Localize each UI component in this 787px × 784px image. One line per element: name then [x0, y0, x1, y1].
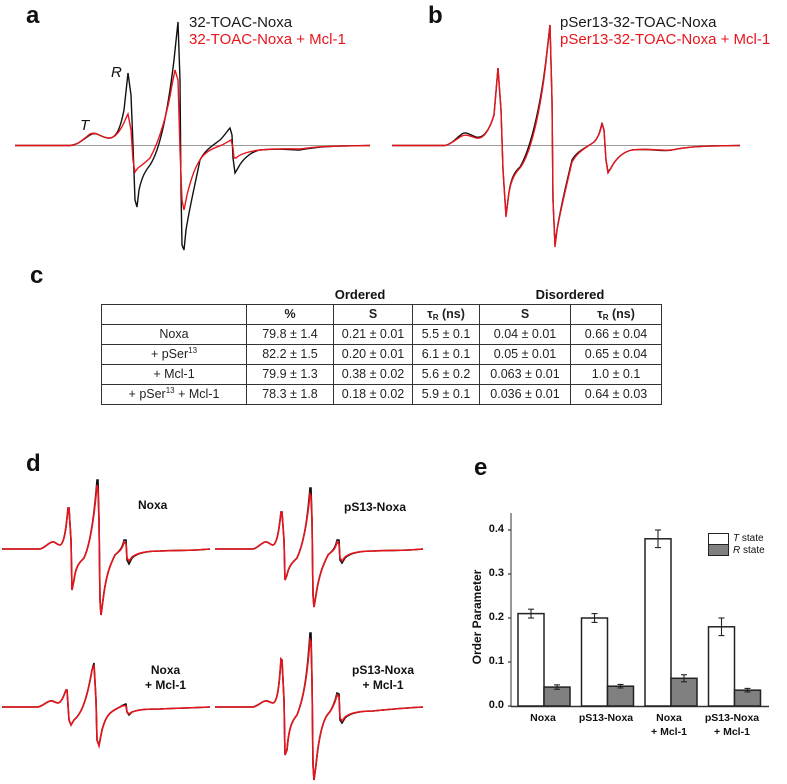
cell-tau-ordered: 5.9 ± 0.1 — [412, 384, 480, 405]
bar-t-state — [644, 538, 672, 707]
panel-b-red-trace — [392, 24, 741, 248]
cell-s-disordered: 0.05 ± 0.01 — [479, 344, 571, 365]
cell-tau-ordered: 5.5 ± 0.1 — [412, 324, 480, 345]
cell-percent: 79.9 ± 1.3 — [246, 364, 334, 385]
cell-tau-disordered: 0.64 ± 0.03 — [570, 384, 662, 405]
panel-b-label: b — [428, 2, 443, 29]
table-row: + Mcl-1 79.9 ± 1.3 0.38 ± 0.02 5.6 ± 0.2… — [101, 364, 662, 385]
cell-tau-ordered: 6.1 ± 0.1 — [412, 344, 480, 365]
panel-e-label: e — [474, 454, 488, 481]
row-name: + Mcl-1 — [101, 364, 247, 385]
table-row: + pSer13 82.2 ± 1.5 0.20 ± 0.01 6.1 ± 0.… — [101, 344, 662, 365]
cell-tau-disordered: 0.66 ± 0.04 — [570, 324, 662, 345]
panel-a-red-trace — [15, 69, 371, 211]
annotation-t: T — [80, 117, 90, 134]
ordered-group-header: Ordered — [334, 287, 386, 302]
panel-d-spectrum-noxa-mcl1 — [2, 662, 211, 750]
cell-tau-disordered: 0.65 ± 0.04 — [570, 344, 662, 365]
cell-tau-ordered: 5.6 ± 0.2 — [412, 364, 480, 385]
bar-t-state — [517, 612, 545, 707]
cell-percent: 78.3 ± 1.8 — [246, 384, 334, 405]
row-name: + pSer13 — [101, 344, 247, 365]
panel-a-spectra — [15, 21, 371, 251]
header-tau-disordered: τR (ns) — [570, 304, 662, 325]
legend-label-t-state: T state — [733, 533, 764, 544]
results-table: % S τR (ns) S τR (ns) Noxa 79.8 ± 1.4 0.… — [101, 304, 662, 405]
y-ticks — [508, 529, 511, 707]
header-empty — [101, 304, 247, 325]
panel-a-legend-black: 32-TOAC-Noxa — [189, 14, 293, 31]
panel-b-spectra — [392, 24, 741, 248]
x-category-ps13-noxa: pS13-Noxa — [578, 712, 634, 724]
panel-e-bar-chart — [508, 513, 769, 708]
cell-s-disordered: 0.04 ± 0.01 — [479, 324, 571, 345]
table-row: Noxa 79.8 ± 1.4 0.21 ± 0.01 5.5 ± 0.1 0.… — [101, 324, 662, 345]
cell-percent: 82.2 ± 1.5 — [246, 344, 334, 365]
header-tau-ordered: τR (ns) — [412, 304, 480, 325]
cell-s-disordered: 0.063 ± 0.01 — [479, 364, 571, 385]
row-name: + pSer13 + Mcl-1 — [101, 384, 247, 405]
cell-s-ordered: 0.20 ± 0.01 — [333, 344, 413, 365]
y-tick-0: 0.0 — [488, 699, 504, 711]
bars — [517, 529, 762, 707]
cell-tau-disordered: 1.0 ± 0.1 — [570, 364, 662, 385]
panel-b-legend-red: pSer13-32-TOAC-Noxa + Mcl-1 — [560, 31, 771, 48]
header-percent: % — [246, 304, 334, 325]
table-header-row: % S τR (ns) S τR (ns) — [101, 304, 662, 325]
spectrum-label-ps13-noxa: pS13-Noxa — [344, 500, 407, 514]
x-category-noxa: Noxa — [530, 712, 556, 724]
spectrum-label-ps13-noxa-mcl1: pS13-Noxa + Mcl-1 — [352, 663, 415, 692]
panel-b-black-trace — [392, 24, 741, 246]
panel-d-spectrum-ps13-noxa-mcl1 — [215, 632, 424, 781]
cell-percent: 79.8 ± 1.4 — [246, 324, 334, 345]
panel-d-label: d — [26, 450, 41, 477]
bar-r-state — [606, 685, 635, 707]
y-tick-3: 0.3 — [488, 567, 504, 579]
y-tick-2: 0.2 — [488, 611, 504, 623]
cell-s-ordered: 0.38 ± 0.02 — [333, 364, 413, 385]
panel-a-black-trace — [15, 21, 371, 251]
panel-c-label: c — [30, 262, 44, 289]
cell-s-ordered: 0.21 ± 0.01 — [333, 324, 413, 345]
bar-r-state — [670, 677, 698, 707]
panel-a-legend-red: 32-TOAC-Noxa + Mcl-1 — [189, 31, 346, 48]
bar-r-state — [543, 686, 571, 707]
bar-r-state — [733, 689, 762, 707]
cell-s-disordered: 0.036 ± 0.01 — [479, 384, 571, 405]
x-category-noxa-mcl1: Noxa + Mcl-1 — [651, 712, 687, 738]
spectrum-label-noxa: Noxa — [138, 498, 168, 512]
table-row: + pSer13 + Mcl-1 78.3 ± 1.8 0.18 ± 0.02 … — [101, 384, 662, 405]
header-s-ordered: S — [333, 304, 413, 325]
y-tick-4: 0.4 — [488, 523, 504, 535]
panel-d-spectrum-ps13-noxa — [215, 487, 424, 608]
legend-label-r-state: R state — [733, 545, 765, 556]
x-category-ps13-noxa-mcl1: pS13-Noxa + Mcl-1 — [704, 712, 760, 738]
row-name: Noxa — [101, 324, 247, 345]
disordered-group-header: Disordered — [535, 287, 605, 302]
spectrum-label-noxa-mcl1: Noxa + Mcl-1 — [145, 663, 187, 692]
panel-d-spectrum-noxa — [2, 479, 211, 616]
annotation-r: R — [111, 64, 122, 81]
legend-swatch-r-state — [708, 544, 729, 556]
panel-a-label: a — [26, 2, 40, 29]
panel-b-legend-black: pSer13-32-TOAC-Noxa — [560, 14, 717, 31]
header-s-disordered: S — [479, 304, 571, 325]
cell-s-ordered: 0.18 ± 0.02 — [333, 384, 413, 405]
y-tick-1: 0.1 — [488, 655, 504, 667]
bar-t-state — [707, 626, 736, 707]
bar-t-state — [580, 617, 609, 707]
